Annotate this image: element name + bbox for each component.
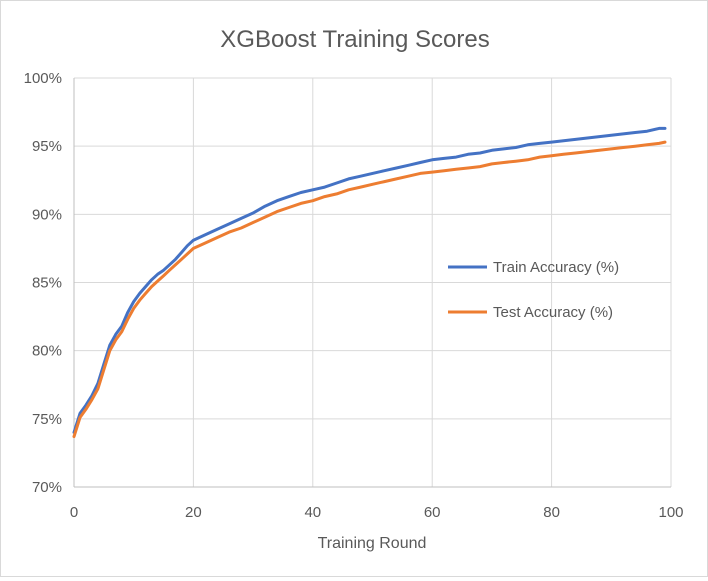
legend-label: Test Accuracy (%) bbox=[493, 304, 613, 321]
y-tick-label: 75% bbox=[32, 411, 62, 428]
x-tick-label: 20 bbox=[185, 504, 202, 521]
gridlines bbox=[73, 77, 672, 488]
y-axis-ticks: 70% 75% 80% 85% 90% 95% 100% bbox=[24, 70, 62, 496]
chart-title: XGBoost Training Scores bbox=[220, 26, 489, 53]
series-line-train bbox=[72, 126, 667, 434]
x-axis-ticks: 0 20 40 60 80 100 bbox=[70, 504, 684, 521]
x-tick-label: 0 bbox=[70, 504, 78, 521]
series-line-test bbox=[72, 140, 667, 439]
legend-label: Train Accuracy (%) bbox=[493, 259, 619, 276]
y-tick-label: 90% bbox=[32, 206, 62, 223]
x-tick-label: 40 bbox=[304, 504, 321, 521]
x-tick-label: 60 bbox=[424, 504, 441, 521]
series-lines bbox=[72, 126, 667, 439]
y-tick-label: 100% bbox=[24, 70, 62, 87]
y-tick-label: 80% bbox=[32, 343, 62, 360]
x-tick-label: 100 bbox=[658, 504, 683, 521]
x-tick-label: 80 bbox=[543, 504, 560, 521]
y-tick-label: 70% bbox=[32, 479, 62, 496]
legend: Train Accuracy (%) Test Accuracy (%) bbox=[448, 259, 619, 321]
x-axis-title: Training Round bbox=[318, 535, 427, 552]
y-tick-label: 95% bbox=[32, 138, 62, 155]
y-tick-label: 85% bbox=[32, 275, 62, 292]
